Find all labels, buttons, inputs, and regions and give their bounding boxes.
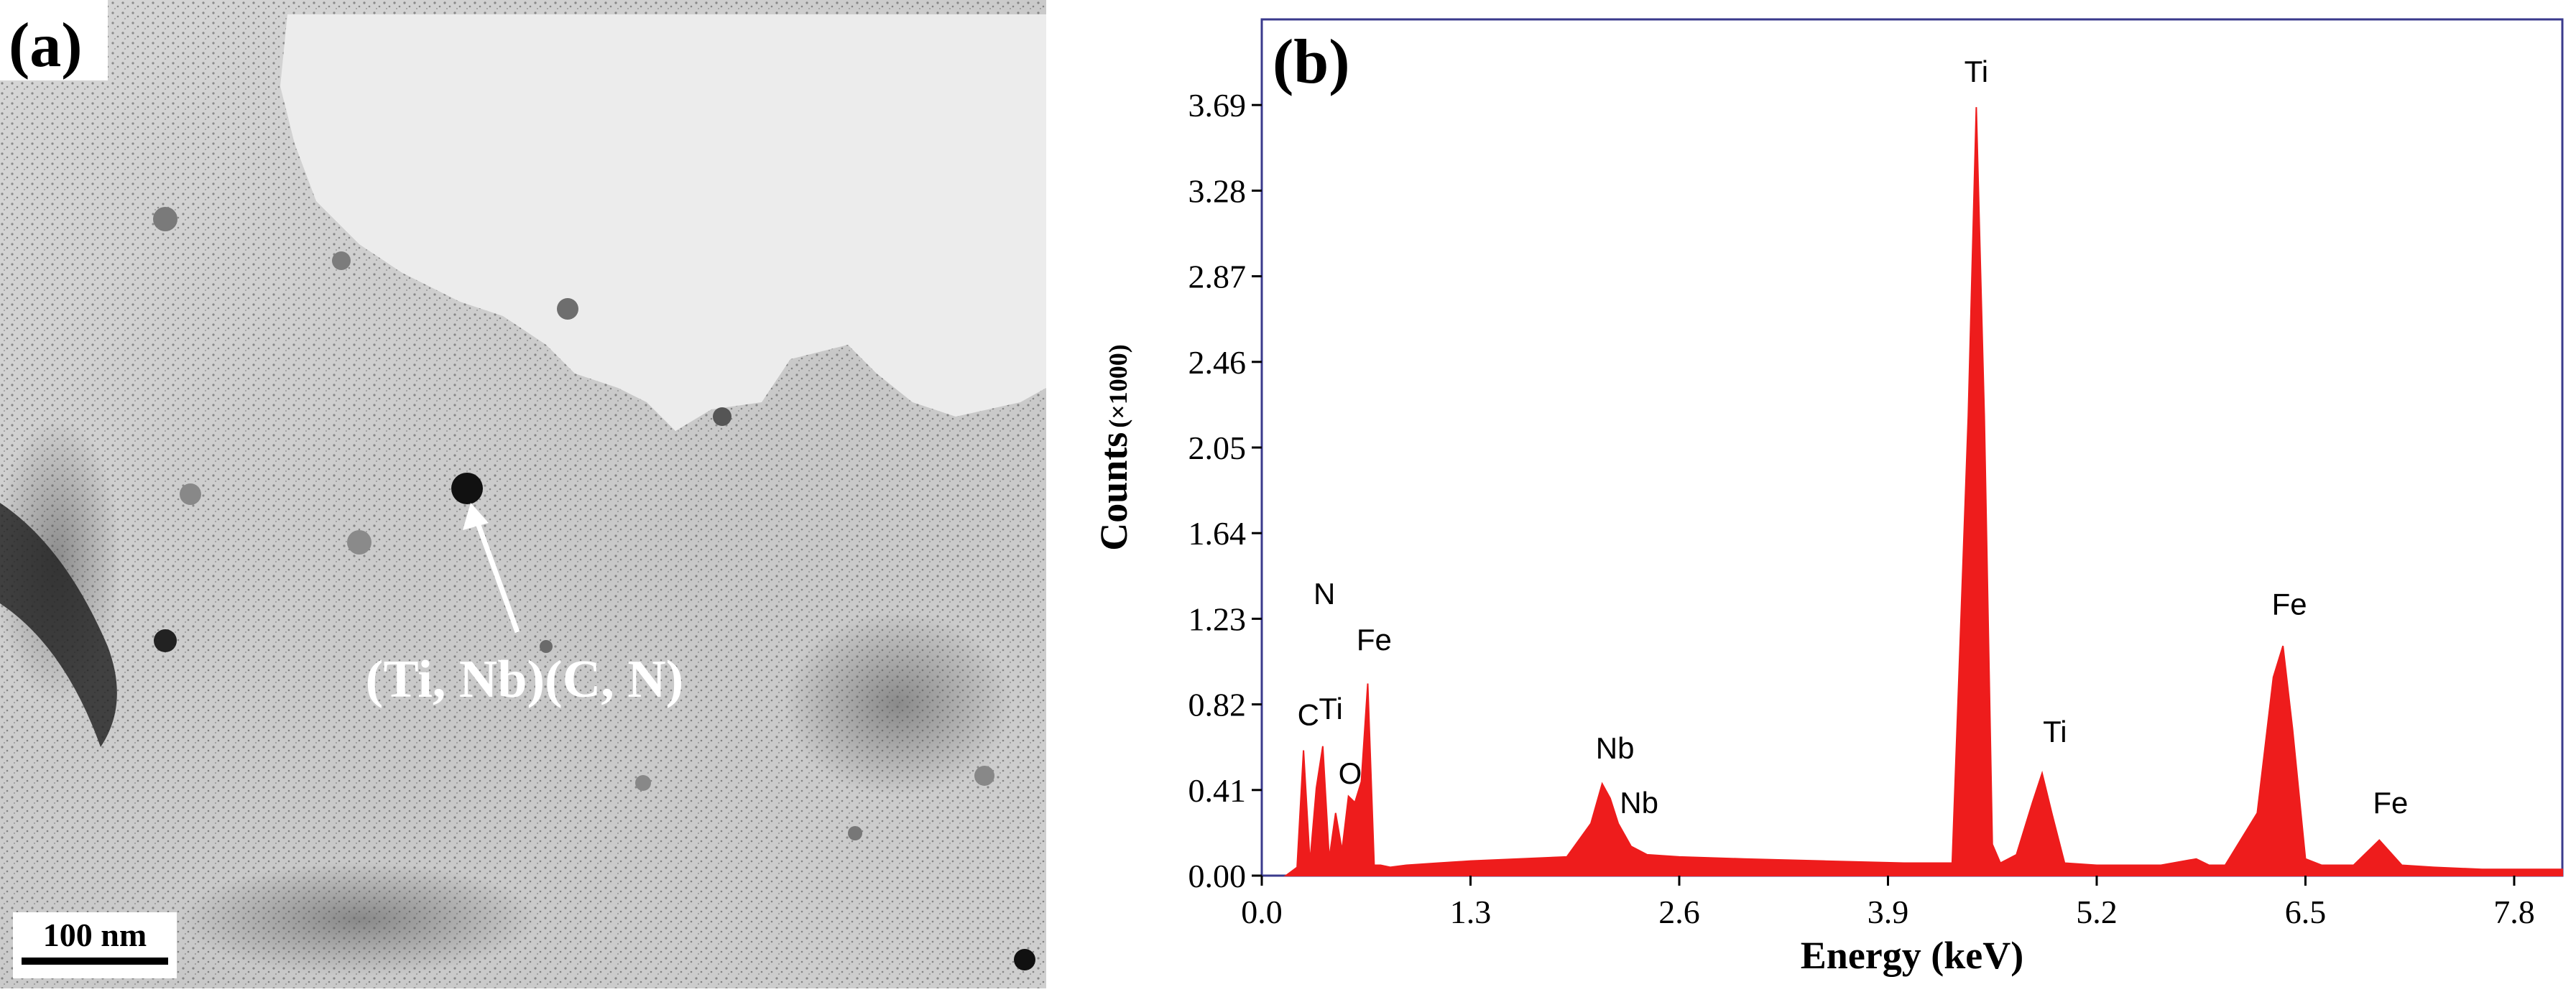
peak-label: Fe	[2373, 786, 2408, 820]
annotation-arrow-shaft	[473, 516, 520, 634]
panel-b-label: (b)	[1273, 27, 1350, 97]
spectrum-layer	[1283, 107, 2563, 876]
peak-label: Ti	[2043, 715, 2067, 748]
peak-label: C	[1298, 698, 1319, 732]
y-axis-title: Counts (×1000)	[1092, 344, 1135, 551]
y-tick-label: 2.05	[1188, 430, 1247, 466]
peak-label: Ti	[1965, 55, 1988, 88]
y-axis-title-group: Counts (×1000)	[1092, 344, 1135, 551]
y-tick-label: 0.82	[1188, 687, 1247, 723]
peak-label: N	[1314, 577, 1335, 611]
dark-region-bottom	[180, 862, 539, 977]
plot-frame	[1260, 18, 2564, 877]
peak-label: Nb	[1620, 786, 1658, 820]
precipitate-annotation: (Ti, Nb)(C, N)	[366, 650, 684, 709]
dark-region-right	[783, 611, 1013, 797]
x-axis-ticks: 0.0 1.3 2.6 3.9 5.2 6.5 7.8	[1241, 876, 2535, 930]
x-tick-label: 0.0	[1241, 894, 1283, 930]
y-axis-ticks: 0.00 0.41 0.82 1.23 1.64 2.05 2.46 2.87 3.28 3.69	[1188, 87, 1262, 894]
x-tick-label: 1.3	[1450, 894, 1492, 930]
y-tick-label: 2.46	[1188, 344, 1247, 381]
peak-label: O	[1339, 756, 1362, 790]
panel-a-label: (a)	[9, 11, 83, 80]
y-tick-label: 1.64	[1188, 515, 1247, 552]
spectrum-area	[1283, 107, 2563, 876]
x-tick-label: 2.6	[1658, 894, 1700, 930]
y-axis-title-unit: (×1000)	[1104, 344, 1132, 428]
tem-micrograph-panel: (a) (Ti, Nb)(C, N) 100 nm	[0, 0, 1046, 988]
y-tick-label: 3.28	[1188, 172, 1247, 209]
peak-label: Nb	[1596, 731, 1635, 765]
vacuum-hole	[280, 14, 1046, 431]
scale-bar-box	[13, 912, 177, 978]
peak-label: Fe	[1357, 623, 1392, 657]
x-axis-title: Energy (keV)	[1801, 934, 2023, 977]
y-tick-label: 0.41	[1188, 772, 1247, 809]
peak-label: Ti	[1319, 692, 1342, 726]
scale-bar-line	[22, 958, 168, 965]
annotation-arrow-head	[463, 503, 489, 530]
y-tick-label: 3.69	[1188, 87, 1247, 124]
eds-spectrum-panel: (b) Ti N Fe C Ti O Nb Nb Ti Fe Fe 0.0 1.3 2.6 3.9 5.2 6…	[1046, 0, 2576, 988]
y-tick-label: 2.87	[1188, 259, 1247, 295]
y-tick-label: 1.23	[1188, 601, 1247, 637]
y-axis-title-main: Counts	[1092, 432, 1135, 551]
x-tick-label: 5.2	[2076, 894, 2118, 930]
x-tick-label: 7.8	[2493, 894, 2535, 930]
y-tick-label: 0.00	[1188, 858, 1247, 894]
peak-label: Fe	[2272, 588, 2307, 621]
bend-contour-dark	[0, 503, 117, 747]
x-tick-label: 3.9	[1868, 894, 1909, 930]
tem-micrograph: (a) (Ti, Nb)(C, N) 100 nm	[0, 0, 1046, 988]
panel-a-label-bg	[0, 0, 108, 80]
precipitates	[153, 207, 1035, 970]
scale-bar-label: 100 nm	[43, 917, 147, 953]
x-tick-label: 6.5	[2285, 894, 2327, 930]
